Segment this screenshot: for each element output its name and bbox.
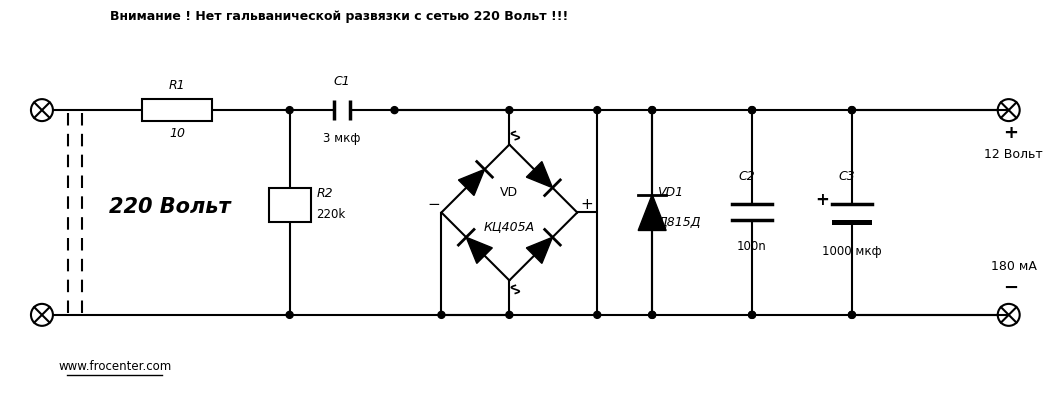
Text: 100n: 100n <box>737 241 767 254</box>
Circle shape <box>594 107 601 114</box>
Text: R1: R1 <box>169 79 185 92</box>
Polygon shape <box>526 162 552 188</box>
Circle shape <box>649 311 656 318</box>
Circle shape <box>748 311 756 318</box>
Text: −: − <box>1003 279 1019 297</box>
Circle shape <box>649 107 656 114</box>
Circle shape <box>649 311 656 318</box>
Text: Д815Д: Д815Д <box>657 216 701 229</box>
Polygon shape <box>526 237 552 263</box>
Circle shape <box>506 107 512 114</box>
Text: 220 Вольт: 220 Вольт <box>109 198 231 217</box>
Circle shape <box>594 311 601 318</box>
Polygon shape <box>638 194 667 230</box>
Circle shape <box>286 107 293 114</box>
Circle shape <box>286 311 293 318</box>
Text: VD: VD <box>500 185 519 198</box>
Polygon shape <box>466 237 493 263</box>
Text: 180 мА: 180 мА <box>990 260 1036 273</box>
Circle shape <box>849 311 855 318</box>
Bar <box>832 220 872 226</box>
Circle shape <box>438 311 445 318</box>
Text: C1: C1 <box>333 75 350 88</box>
Text: КЦ405А: КЦ405А <box>484 220 534 233</box>
Circle shape <box>391 107 398 114</box>
Text: 220k: 220k <box>316 209 346 222</box>
Circle shape <box>748 107 756 114</box>
Circle shape <box>849 107 855 114</box>
Text: +: + <box>1003 124 1019 142</box>
Bar <box>143 99 213 121</box>
Bar <box>268 188 310 222</box>
Text: 1000 мкф: 1000 мкф <box>822 245 881 258</box>
Circle shape <box>506 311 512 318</box>
Text: www.frocenter.com: www.frocenter.com <box>59 360 172 373</box>
Text: 3 мкф: 3 мкф <box>324 132 361 145</box>
Circle shape <box>849 107 855 114</box>
Text: +: + <box>581 197 593 212</box>
Text: C2: C2 <box>739 170 756 183</box>
Text: R2: R2 <box>316 187 333 200</box>
Text: +: + <box>815 190 829 209</box>
Circle shape <box>748 311 756 318</box>
Circle shape <box>649 107 656 114</box>
Text: 10: 10 <box>170 127 185 140</box>
Polygon shape <box>458 169 484 196</box>
Text: VD1: VD1 <box>657 186 683 199</box>
Circle shape <box>748 107 756 114</box>
Circle shape <box>849 311 855 318</box>
Text: Внимание ! Нет гальванической развязки с сетью 220 Вольт !!!: Внимание ! Нет гальванической развязки с… <box>110 10 569 23</box>
Text: C3: C3 <box>838 170 855 183</box>
Text: −: − <box>428 197 440 212</box>
Text: 12 Вольт: 12 Вольт <box>984 148 1043 161</box>
